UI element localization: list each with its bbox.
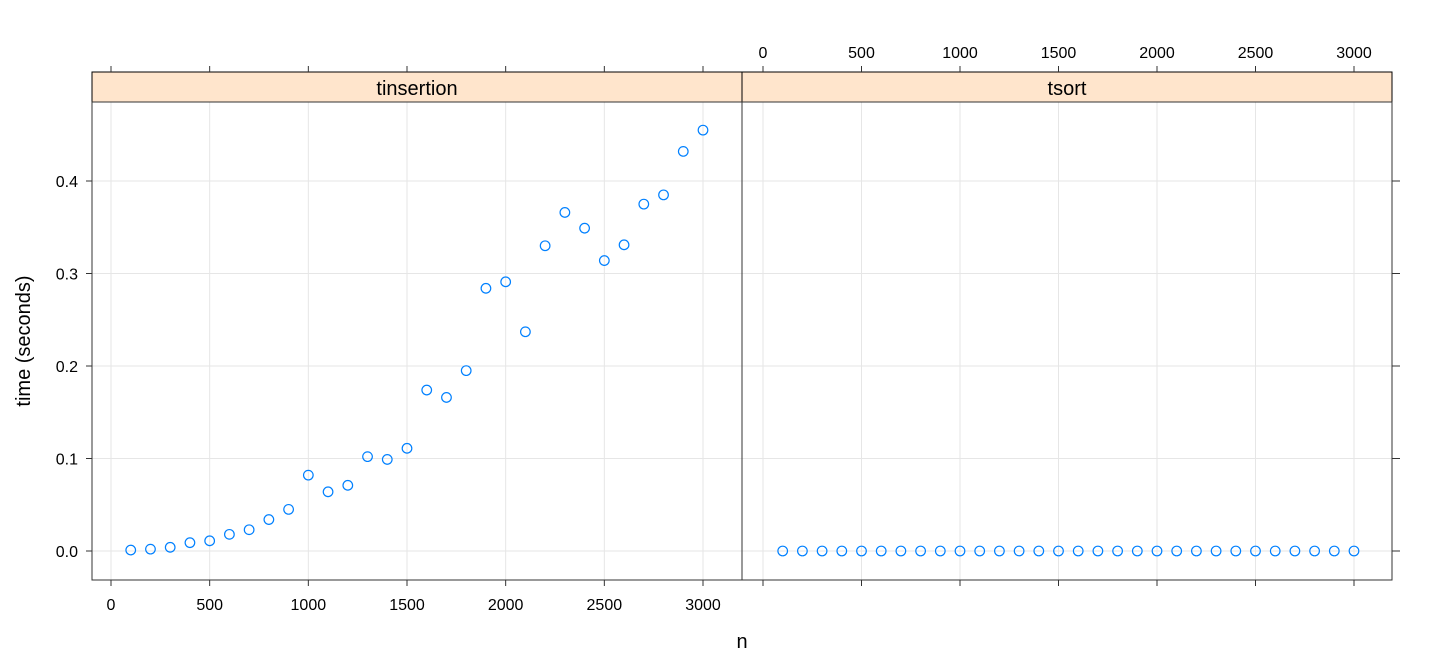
x-tick-label: 2500 [587,597,623,614]
x-tick-label: 3000 [1336,45,1372,62]
data-point [322,486,334,498]
data-point [184,537,196,549]
data-point [223,528,235,540]
data-point [401,442,413,454]
data-point [697,124,709,136]
data-point [638,198,650,210]
data-point [1033,545,1045,557]
x-tick-label: 1500 [389,597,425,614]
data-point [1309,545,1320,557]
y-tick-label: 0.0 [56,544,78,561]
strip-label: tinsertion [376,78,457,100]
data-point [342,479,354,491]
data-point [677,145,689,157]
y-tick-label: 0.4 [56,174,78,191]
data-point [1151,545,1163,557]
data-point [559,207,571,218]
x-tick-label: 0 [107,597,116,614]
data-point [520,326,531,338]
data-point [1092,545,1104,557]
data-point [441,392,452,403]
x-tick-label: 500 [848,45,875,62]
data-point [381,454,393,465]
panel-frame [91,101,743,581]
panel-tsort: tsort [741,71,1393,581]
data-point [994,545,1005,557]
panel-frame [741,101,1393,581]
strip-tsort [741,71,1393,103]
data-point [362,451,373,463]
data-point [539,240,551,252]
data-point [1013,545,1025,557]
data-point [777,545,789,557]
data-point [263,514,275,525]
x-tick-label: 0 [759,45,768,62]
data-point [974,545,986,557]
data-point [1171,545,1183,557]
grid-lines [92,102,1392,580]
data-point [1210,545,1222,557]
data-point [1250,545,1261,557]
data-point [500,276,512,288]
x-tick-label: 1000 [942,45,978,62]
data-point [1328,545,1340,557]
data-point [125,544,137,556]
x-tick-label: 500 [196,597,223,614]
data-point [875,545,887,557]
data-point [1053,545,1064,557]
data-point [797,545,808,557]
y-tick-label: 0.1 [56,452,78,469]
x-tick-label: 1000 [291,597,327,614]
data-point [836,545,848,557]
data-point [1190,545,1202,557]
x-tick-label: 2000 [1139,45,1175,62]
data-point [954,545,966,557]
panels: tinsertion tsort [91,71,1393,581]
data-point [915,545,926,557]
data-point [302,469,314,481]
axes: 0 500 1000 1500 2000 2500 3000 0 500 1000 1500 2000… [56,45,1400,614]
x-tick-label: 3000 [685,597,721,614]
data-point [816,545,828,557]
data-point [658,189,669,201]
data-point [598,255,610,266]
data-point [421,384,433,396]
data-point [856,545,867,557]
data-point [283,503,295,515]
y-axis-label: time (seconds) [13,275,35,406]
x-axis-label: n [736,631,747,653]
data-point [1112,545,1123,557]
strip-tinsertion [91,71,743,103]
data-point [1348,545,1360,557]
data-point [243,524,255,536]
data-point [895,545,907,557]
data-point [460,365,472,377]
data-point [1131,545,1143,557]
data-point [480,282,492,294]
x-tick-label: 1500 [1041,45,1077,62]
y-tick-label: 0.3 [56,267,78,284]
strip-label: tsort [1048,78,1087,100]
data-point [145,543,156,555]
data-point [1230,545,1242,557]
data-point [579,222,590,234]
panel-tinsertion: tinsertion [91,71,743,581]
data-point [934,545,946,557]
x-tick-label: 2500 [1238,45,1274,62]
data-point [204,535,216,547]
y-tick-label: 0.2 [56,359,78,376]
data-point [1072,545,1084,557]
data-point [1289,545,1301,557]
data-point [1269,545,1281,557]
data-point [164,541,176,553]
x-tick-label: 2000 [488,597,524,614]
data-point [618,239,630,251]
